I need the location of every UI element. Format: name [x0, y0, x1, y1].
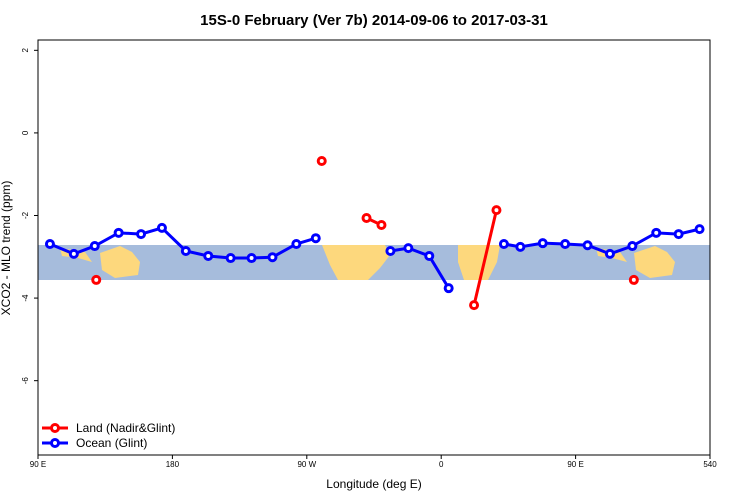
data-point	[156, 222, 167, 233]
x-tick-label: 180	[166, 460, 180, 469]
x-tick-label: 90 E	[30, 460, 46, 469]
legend-label: Land (Nadir&Glint)	[76, 421, 175, 435]
data-point	[491, 205, 502, 216]
data-point	[582, 240, 593, 251]
data-point	[310, 233, 321, 244]
legend-marker	[50, 423, 60, 433]
data-point	[316, 155, 327, 166]
data-point	[180, 246, 191, 257]
land-shape	[100, 246, 140, 278]
land-shape	[634, 246, 675, 278]
data-point	[291, 238, 302, 249]
y-tick-label: -4	[21, 294, 30, 302]
data-point	[91, 274, 102, 285]
x-tick-label: 90 W	[297, 460, 316, 469]
data-point	[560, 238, 571, 249]
x-tick-label: 540	[703, 460, 717, 469]
data-point	[225, 253, 236, 264]
x-tick-label: 90 E	[567, 460, 583, 469]
data-point	[515, 241, 526, 252]
data-point	[424, 250, 435, 261]
data-point	[89, 241, 100, 252]
data-point	[267, 252, 278, 263]
legend-marker	[50, 438, 60, 448]
land-shape	[458, 245, 500, 280]
data-point	[136, 229, 147, 240]
data-point	[203, 250, 214, 261]
y-tick-label: 0	[21, 130, 30, 135]
chart-title: 15S-0 February (Ver 7b) 2014-09-06 to 20…	[200, 12, 548, 29]
data-point	[694, 224, 705, 235]
data-point	[627, 241, 638, 252]
data-point	[44, 238, 55, 249]
y-axis-label: XCO2 - MLO trend (ppm)	[0, 181, 13, 316]
data-point	[537, 238, 548, 249]
data-point	[498, 238, 509, 249]
x-axis-label: Longitude (deg E)	[326, 477, 421, 491]
data-point	[385, 246, 396, 257]
data-point	[673, 229, 684, 240]
data-point	[113, 227, 124, 238]
x-tick-label: 0	[439, 460, 444, 469]
data-point	[651, 227, 662, 238]
y-tick-label: 2	[21, 48, 30, 53]
data-point	[443, 283, 454, 294]
legend-label: Ocean (Glint)	[76, 436, 147, 450]
y-tick-label: -2	[21, 211, 30, 219]
land-shape	[322, 245, 390, 280]
data-point	[469, 300, 480, 311]
data-point	[628, 274, 639, 285]
data-point	[246, 253, 257, 264]
data-point	[403, 243, 414, 254]
y-tick-label: -6	[21, 377, 30, 385]
data-point	[361, 212, 372, 223]
data-point	[376, 219, 387, 230]
plot-frame	[37, 39, 711, 456]
data-point	[68, 248, 79, 259]
data-point	[604, 248, 615, 259]
